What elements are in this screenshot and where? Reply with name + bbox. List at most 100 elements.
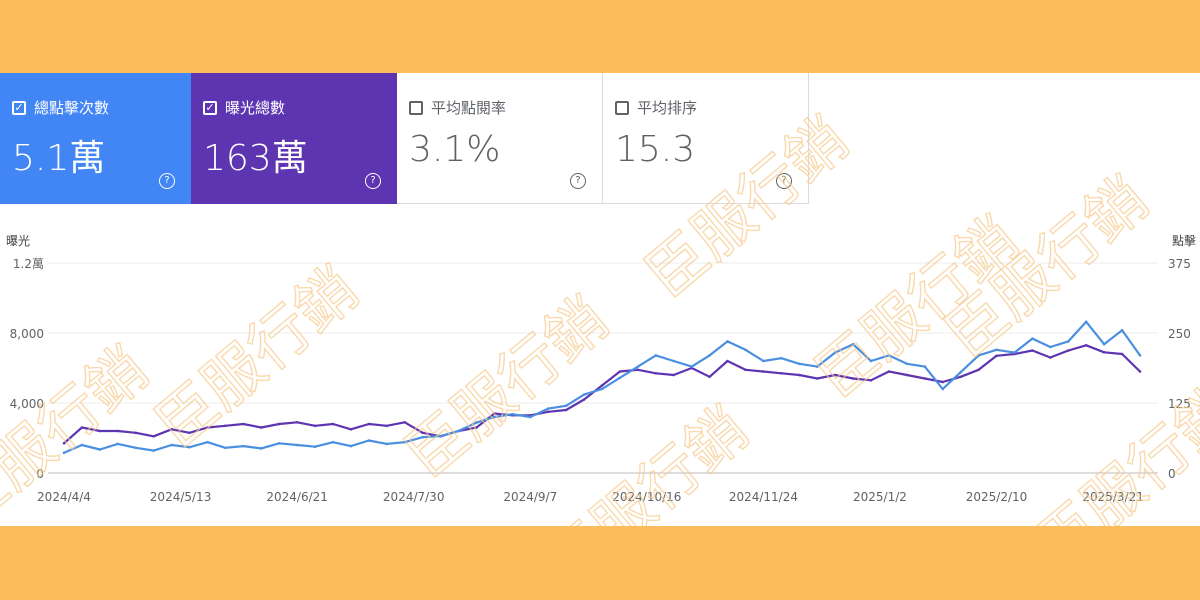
- data-point: [815, 377, 819, 380]
- checkbox-unchecked-icon[interactable]: [409, 100, 423, 115]
- checkbox-checked-icon[interactable]: ✓: [203, 100, 217, 115]
- y-left-tick-label: 1.2萬: [13, 257, 44, 271]
- data-point: [80, 443, 84, 447]
- data-point: [134, 431, 137, 435]
- data-point: [636, 365, 640, 368]
- data-point: [260, 426, 263, 429]
- data-point: [690, 365, 693, 368]
- data-point: [959, 375, 962, 379]
- x-tick-label: 2024/4/4: [37, 490, 91, 504]
- card-total-impressions[interactable]: ✓ 曝光總數 163萬 ?: [191, 73, 397, 204]
- checkbox-checked-icon[interactable]: ✓: [12, 100, 26, 115]
- card-label: 總點擊次數: [34, 99, 110, 117]
- data-point: [905, 362, 909, 366]
- x-tick-label: 2025/2/10: [966, 490, 1028, 504]
- data-point: [744, 348, 747, 352]
- data-point: [1049, 356, 1052, 359]
- help-icon[interactable]: ?: [365, 173, 381, 189]
- data-point: [941, 380, 944, 384]
- data-point: [116, 442, 120, 446]
- data-point: [134, 446, 137, 450]
- data-point: [367, 422, 371, 426]
- data-point: [672, 359, 675, 363]
- data-point: [349, 428, 353, 431]
- data-point: [403, 440, 407, 444]
- card-value: 15.3: [615, 129, 696, 170]
- checkbox-unchecked-icon[interactable]: [615, 100, 629, 115]
- data-point: [815, 365, 819, 368]
- data-point: [511, 412, 514, 416]
- data-point: [1120, 352, 1124, 356]
- data-point: [529, 415, 532, 419]
- data-point: [170, 443, 173, 447]
- data-point: [116, 429, 120, 433]
- data-point: [277, 442, 281, 445]
- card-total-clicks[interactable]: ✓ 總點擊次數 5.1萬 ?: [0, 73, 191, 204]
- data-point: [1102, 342, 1106, 346]
- data-point: [62, 451, 66, 455]
- watermark-text: 臣服行銷: [393, 284, 622, 492]
- data-point: [636, 368, 640, 372]
- card-average-ctr[interactable]: 平均點閱率 3.1% ?: [397, 73, 603, 204]
- data-point: [708, 375, 711, 379]
- data-point: [798, 373, 801, 377]
- data-point: [242, 444, 245, 448]
- help-icon[interactable]: ?: [776, 173, 792, 189]
- data-point: [152, 435, 155, 438]
- data-point: [851, 377, 855, 380]
- data-point: [295, 421, 299, 424]
- y-right-tick-label: 125: [1168, 397, 1191, 411]
- x-tick-label: 2024/10/16: [612, 490, 681, 504]
- data-point: [1049, 345, 1052, 349]
- card-value: 3.1%: [409, 129, 501, 170]
- data-point: [941, 387, 944, 391]
- data-point: [923, 365, 927, 368]
- data-point: [780, 372, 783, 375]
- x-tick-label: 2024/7/30: [383, 490, 445, 504]
- data-point: [367, 439, 371, 442]
- data-point: [403, 421, 407, 424]
- data-point: [1067, 349, 1070, 352]
- data-point: [313, 424, 317, 428]
- x-tick-label: 2024/9/7: [503, 490, 557, 504]
- data-point: [887, 370, 891, 373]
- data-point: [457, 429, 460, 433]
- data-point: [564, 408, 568, 412]
- data-point: [170, 428, 173, 431]
- data-point: [582, 393, 586, 396]
- data-point: [582, 398, 586, 401]
- data-point: [331, 422, 335, 426]
- data-point: [1138, 354, 1142, 357]
- data-point: [923, 377, 927, 380]
- data-point: [98, 429, 102, 433]
- data-point: [385, 442, 389, 446]
- data-point: [493, 415, 496, 419]
- watermark-text: 臣服行銷: [633, 104, 862, 312]
- data-point: [995, 348, 998, 352]
- watermark-text: 臣服行銷: [143, 254, 372, 462]
- data-point: [905, 373, 909, 377]
- data-point: [833, 373, 837, 377]
- data-point: [80, 426, 84, 429]
- data-point: [188, 445, 191, 449]
- help-icon[interactable]: ?: [570, 173, 586, 189]
- data-point: [152, 449, 155, 452]
- data-point: [708, 354, 711, 357]
- data-point: [475, 421, 478, 424]
- y-left-tick-label: 4,000: [10, 397, 44, 411]
- data-point: [600, 384, 604, 387]
- card-label: 平均點閱率: [431, 99, 507, 117]
- data-point: [331, 440, 335, 444]
- data-point: [421, 431, 425, 435]
- data-point: [421, 435, 425, 439]
- data-point: [260, 447, 263, 450]
- data-point: [1031, 337, 1034, 340]
- help-icon[interactable]: ?: [159, 173, 175, 189]
- data-point: [1138, 370, 1142, 373]
- y-right-axis-title: 點擊: [1172, 233, 1196, 248]
- data-point: [654, 372, 658, 375]
- card-average-position[interactable]: 平均排序 15.3 ?: [603, 73, 809, 204]
- data-point: [618, 376, 622, 380]
- data-point: [295, 443, 299, 447]
- data-point: [600, 387, 604, 391]
